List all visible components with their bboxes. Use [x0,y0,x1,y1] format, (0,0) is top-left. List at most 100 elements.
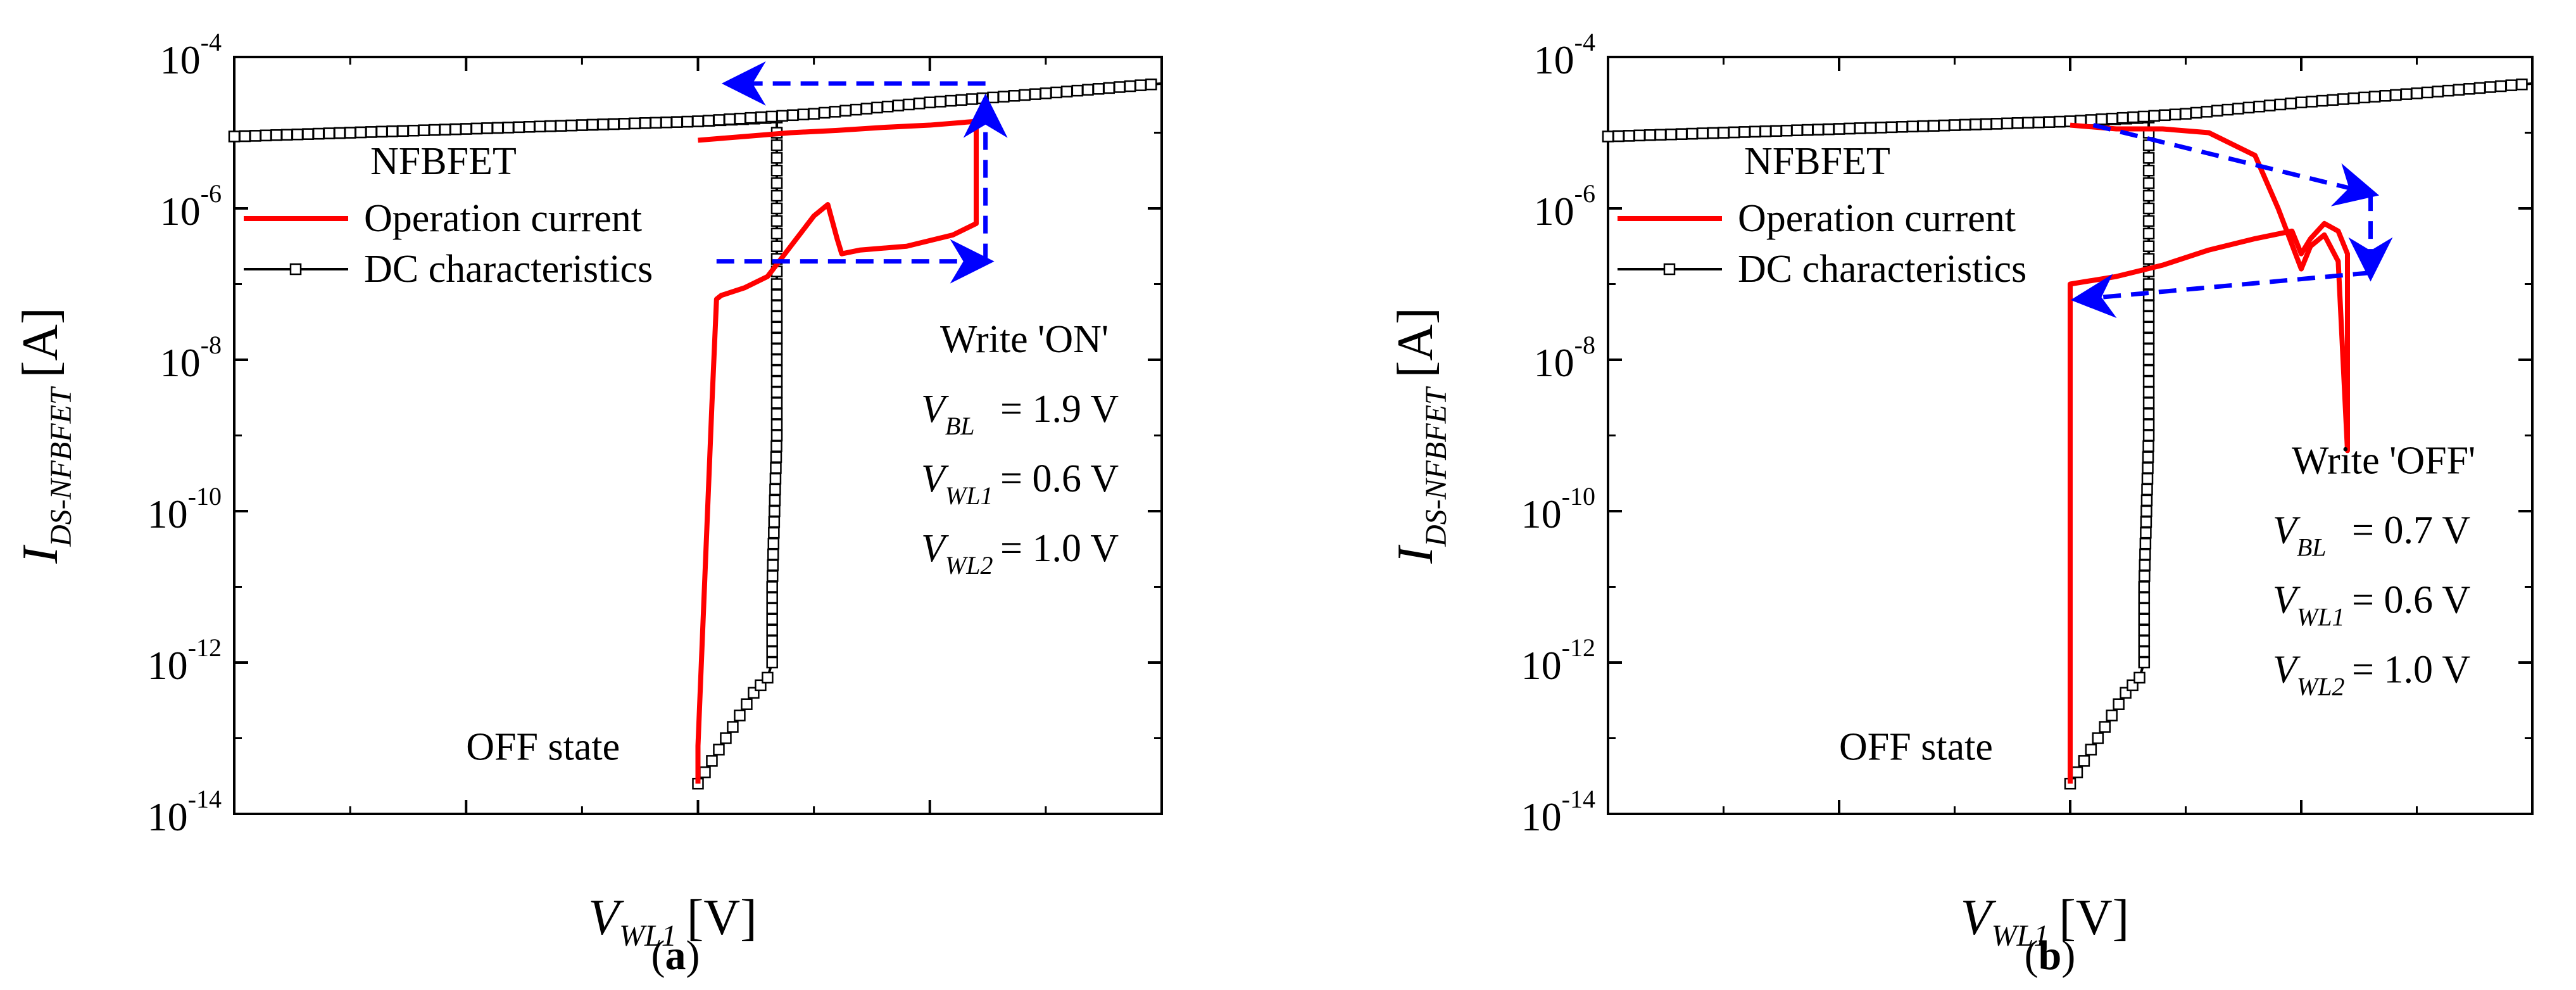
dc-marker [2142,240,2155,252]
dc-marker [2142,300,2155,312]
dc-marker [745,111,757,124]
dc-marker [2138,592,2151,604]
dc-marker [429,124,441,136]
dc-marker [2142,253,2155,265]
condition-value: = 1.0 V [2352,648,2470,691]
x-axis-unit: [V] [687,890,757,946]
dc-marker [365,126,377,138]
dc-marker [534,120,546,132]
dc-marker [2127,111,2139,124]
dc-marker [766,581,778,593]
dc-marker [1885,121,1898,134]
panel-letter: a [665,932,686,979]
dc-marker [702,115,715,127]
dc-marker [1675,128,1688,140]
dc-marker [1050,86,1062,99]
y-axis-unit: [A] [13,307,68,378]
dc-marker [2142,215,2155,227]
dc-marker [770,408,783,420]
dc-marker [1124,80,1136,92]
dc-marker [2473,82,2486,94]
dc-marker [1949,119,1961,131]
dc-marker [727,721,739,733]
y-tick-base: 10 [148,643,188,688]
dc-marker [955,94,967,106]
x-axis-symbol: V [1961,890,1997,946]
dc-marker [766,613,778,625]
panel-paren-close: ) [2061,932,2075,979]
dc-marker [924,96,936,108]
transition-arrow [2092,123,2380,206]
dc-marker [2113,698,2125,710]
dc-marker [766,570,779,582]
dc-marker [386,125,398,137]
dc-marker [1759,125,1772,137]
dc-marker [1071,84,1084,97]
y-tick-base: 10 [1534,340,1574,385]
dc-marker [2022,117,2034,129]
y-axis-symbol: I [13,545,68,564]
dc-marker [2137,110,2150,123]
dc-marker [2032,116,2045,129]
dc-marker [302,128,314,140]
y-tick-exponent: -6 [1574,179,1595,208]
panel-paren-close: ) [686,932,700,979]
dc-marker [770,419,783,431]
legend-label-dc: DC characteristics [1738,248,2026,291]
dc-marker [418,124,430,136]
dc-marker [998,91,1010,103]
dc-marker [544,120,556,132]
y-tick-base: 10 [1521,492,1562,536]
legend-title: NFBFET [370,140,517,183]
dc-marker [2142,177,2155,189]
y-tick-exponent: -4 [1574,28,1595,56]
dc-marker [513,121,525,134]
dc-marker [2142,386,2155,398]
dc-marker [2141,483,2153,496]
dc-marker [2138,581,2151,593]
dc-marker [776,110,788,122]
legend-label-operation: Operation current [1738,197,2016,240]
dc-marker [2358,91,2370,104]
y-tick-exponent: -6 [201,179,222,208]
dc-marker [770,429,783,441]
condition-line: VWL1 = 0.6 V [2273,578,2470,631]
dc-marker [270,129,282,141]
dc-marker [2142,364,2155,377]
dc-marker [2306,96,2318,108]
dc-marker [2180,108,2192,120]
dc-marker [1928,120,1940,132]
dc-marker [713,114,726,126]
dc-marker [523,121,536,133]
dc-marker [766,592,778,604]
dc-marker [460,123,472,135]
y-tick-base: 10 [148,794,188,839]
y-axis-label: IDS-NFBFET [A] [13,307,78,564]
dc-marker [769,473,782,485]
dc-marker [766,635,778,647]
condition-value: = 1.9 V [1000,388,1119,431]
dc-marker [555,120,567,132]
dc-marker [692,115,704,127]
dc-marker [770,321,783,334]
dc-marker [1801,124,1814,136]
dc-marker [1980,118,1992,130]
condition-line: VBL = 1.9 V [921,388,1119,440]
dc-marker [768,516,781,528]
dc-marker [768,526,780,539]
dc-marker [1791,124,1803,136]
condition-subscript: WL2 [945,551,993,580]
dc-marker [945,94,957,107]
panel-letter: b [2039,932,2062,979]
legend-label-operation: Operation current [364,197,642,240]
dc-marker [481,122,493,134]
dc-marker [892,99,905,111]
dc-marker [734,709,746,721]
y-tick-exponent: -10 [188,482,222,511]
dc-marker [2095,113,2108,125]
dc-marker [1970,118,1982,130]
dc-marker [2211,105,2223,117]
y-tick-exponent: -8 [201,331,222,359]
dc-marker [1103,82,1115,94]
dc-marker [2169,108,2182,120]
